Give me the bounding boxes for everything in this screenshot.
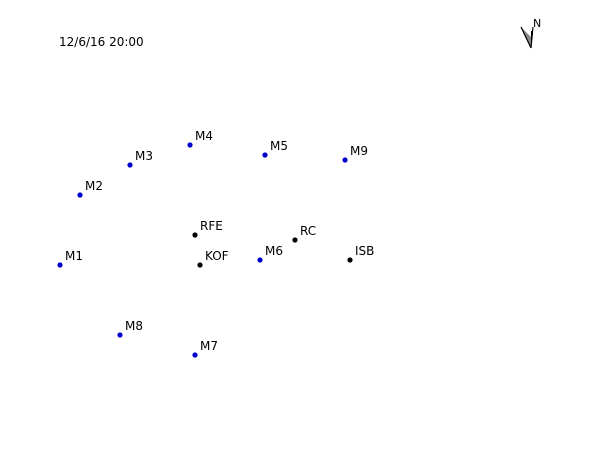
station-label: RFE xyxy=(200,219,223,233)
station-marker xyxy=(197,262,203,268)
station-marker xyxy=(127,162,133,168)
station-label: M5 xyxy=(270,139,288,153)
station-label: M3 xyxy=(135,149,153,163)
station-marker xyxy=(77,192,83,198)
station-label: M9 xyxy=(350,144,368,158)
station-marker xyxy=(192,352,198,358)
station-label: M4 xyxy=(195,129,213,143)
station-rfe: RFE xyxy=(192,219,223,238)
station-label: ISB xyxy=(355,244,374,258)
station-marker xyxy=(342,157,348,163)
stations-layer: M4 M3 M5 M9 M2 RFE RC M1 KOF M6 ISB M8 M7 xyxy=(57,129,374,358)
station-m8: M8 xyxy=(117,319,143,338)
station-marker xyxy=(292,237,298,243)
station-m3: M3 xyxy=(127,149,153,168)
north-arrow-label: N xyxy=(533,17,541,30)
map-timestamp: 12/6/16 20:00 xyxy=(59,35,144,49)
station-m1: M1 xyxy=(57,249,83,268)
station-marker xyxy=(262,152,268,158)
station-rc: RC xyxy=(292,224,316,243)
station-isb: ISB xyxy=(347,244,374,263)
station-m7: M7 xyxy=(192,339,218,358)
station-label: M6 xyxy=(265,244,283,258)
station-m5: M5 xyxy=(262,139,288,158)
station-m6: M6 xyxy=(257,244,283,263)
station-marker xyxy=(117,332,123,338)
station-marker xyxy=(187,142,193,148)
station-marker xyxy=(257,257,263,263)
station-marker xyxy=(192,232,198,238)
station-label: RC xyxy=(300,224,316,238)
north-arrow-icon: N xyxy=(520,17,541,49)
station-m9: M9 xyxy=(342,144,368,163)
station-label: M8 xyxy=(125,319,143,333)
station-m4: M4 xyxy=(187,129,213,148)
station-label: M1 xyxy=(65,249,83,263)
station-marker xyxy=(347,257,353,263)
station-kof: KOF xyxy=(197,249,229,268)
station-label: M7 xyxy=(200,339,218,353)
station-marker xyxy=(57,262,63,268)
station-label: M2 xyxy=(85,179,103,193)
station-m2: M2 xyxy=(77,179,103,198)
station-label: KOF xyxy=(205,249,229,263)
